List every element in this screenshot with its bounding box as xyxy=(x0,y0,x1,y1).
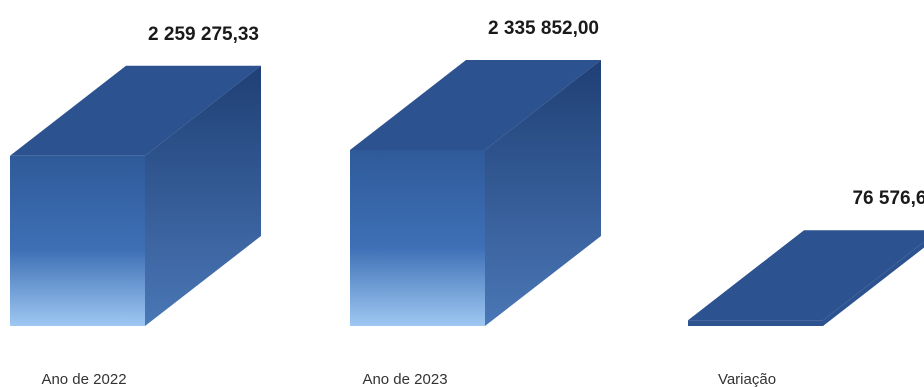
bar-side-face xyxy=(485,60,601,326)
category-label: Ano de 2022 xyxy=(41,371,126,387)
bar-front-face xyxy=(350,150,485,326)
data-label: 2 335 852,00 xyxy=(488,18,599,39)
labels-layer: 2 259 275,33 Ano de 2022 2 335 852,00 Ano d… xyxy=(41,18,924,387)
bar-top-face xyxy=(350,60,601,150)
bar-side-face xyxy=(145,65,261,327)
bar-top-face xyxy=(688,230,924,321)
bar xyxy=(350,60,601,326)
category-label: Variação xyxy=(718,371,776,387)
bar xyxy=(688,230,924,326)
bar-front-face xyxy=(10,155,145,326)
data-label: 76 576,67 xyxy=(852,188,924,209)
category-label: Ano de 2023 xyxy=(362,371,447,387)
bar-top-face xyxy=(10,65,261,156)
bars-layer xyxy=(10,60,924,327)
bar-front-face xyxy=(688,320,823,326)
bar-side-face xyxy=(823,241,924,326)
data-label: 2 259 275,33 xyxy=(148,24,259,45)
bar xyxy=(10,65,261,327)
